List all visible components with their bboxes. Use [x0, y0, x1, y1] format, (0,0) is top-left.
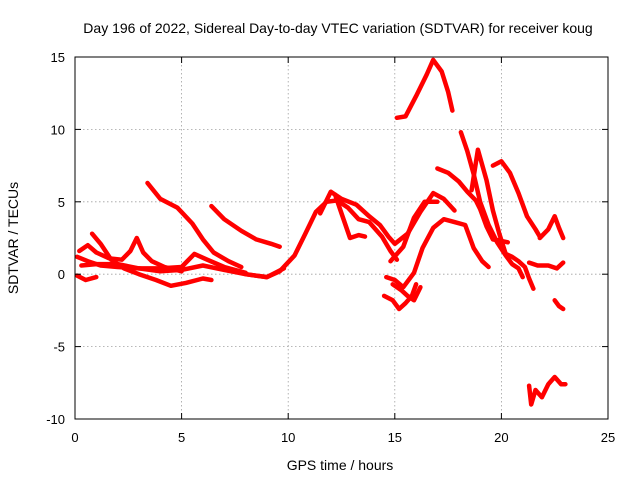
series-track-q [458, 130, 525, 280]
x-tick-label: 5 [178, 430, 185, 445]
x-tick-label: 25 [601, 430, 615, 445]
y-tick-label: 10 [51, 122, 65, 137]
y-tick-label: 5 [58, 195, 65, 210]
series-track-l [390, 282, 423, 303]
series-track-b [77, 235, 184, 274]
series-track-f [145, 180, 244, 270]
series-track-n [388, 199, 440, 264]
series-track-c [74, 273, 99, 283]
x-tick-label: 0 [71, 430, 78, 445]
y-tick-label: 15 [51, 50, 65, 65]
series-track-t [526, 260, 566, 271]
series-track-d [89, 231, 214, 289]
y-tick-label: 0 [58, 267, 65, 282]
series-track-v [552, 298, 566, 312]
axis-ticks: 0 5 10 15 20 25 -10 -5 0 5 10 15 [46, 50, 615, 445]
grid-lines [75, 57, 608, 419]
y-tick-label: -5 [53, 340, 65, 355]
series-track-w [526, 374, 568, 407]
series-track-s [490, 159, 543, 239]
series-track-o [394, 57, 455, 121]
plot-frame [74, 56, 609, 420]
series-track-h [243, 198, 400, 280]
series-track-i [317, 189, 457, 247]
x-tick-label: 20 [494, 430, 508, 445]
x-tick-label: 10 [281, 430, 295, 445]
series-track-e [79, 251, 248, 276]
y-axis-label: SDTVAR / TECUs [5, 182, 21, 294]
series-track-k [384, 216, 491, 290]
series-track-j [332, 192, 368, 241]
x-tick-label: 15 [388, 430, 402, 445]
data-series [74, 57, 568, 407]
series-track-m [381, 282, 419, 312]
series-track-u [537, 214, 566, 241]
x-axis-label: GPS time / hours [287, 457, 394, 473]
series-track-r [469, 147, 536, 291]
chart-title: Day 196 of 2022, Sidereal Day-to-day VTE… [83, 20, 592, 36]
series-track-g [209, 203, 282, 249]
y-tick-label: -10 [46, 412, 65, 427]
